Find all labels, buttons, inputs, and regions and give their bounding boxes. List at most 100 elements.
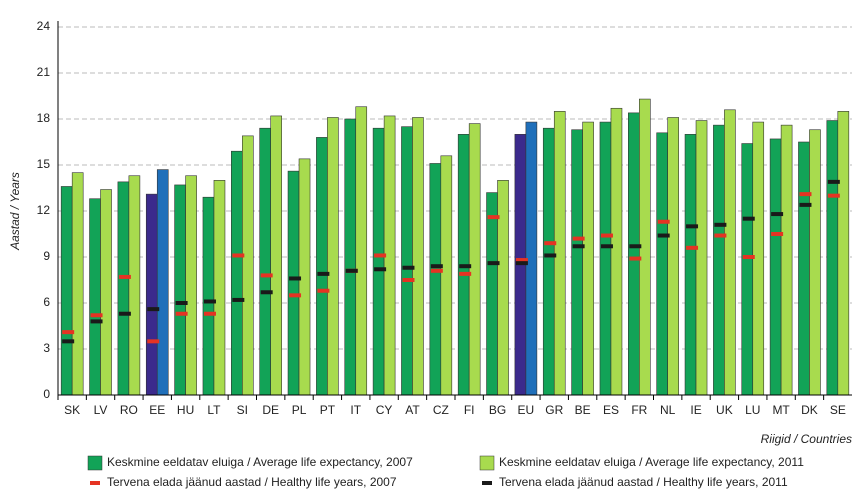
healthy-years-dash — [544, 241, 557, 246]
healthy-years-dash — [799, 202, 812, 207]
y-tick-label: 21 — [37, 65, 51, 79]
healthy-years-dash — [771, 212, 784, 217]
bar — [497, 180, 509, 396]
x-tick-label: PL — [292, 403, 307, 417]
healthy-years-dash — [629, 256, 642, 261]
x-tick-label: IE — [690, 403, 701, 417]
x-tick-label: SE — [830, 403, 846, 417]
healthy-years-dash — [118, 311, 131, 316]
x-tick-label: UK — [716, 403, 733, 417]
healthy-years-dash — [515, 261, 528, 266]
y-tick-label: 24 — [37, 19, 51, 33]
healthy-years-dash — [175, 311, 188, 316]
bar — [667, 117, 679, 396]
x-tick-label: IT — [350, 403, 361, 417]
healthy-years-dash — [345, 268, 358, 273]
healthy-years-dash — [487, 261, 500, 266]
x-tick-label: PT — [320, 403, 336, 417]
bar — [89, 198, 101, 396]
x-tick-label: FI — [464, 403, 475, 417]
bar — [156, 169, 169, 396]
bar — [553, 111, 566, 396]
bar — [412, 117, 424, 396]
healthy-years-dash — [90, 319, 103, 324]
legend-swatch — [90, 481, 100, 485]
healthy-years-dash — [742, 216, 755, 221]
y-tick-label: 0 — [43, 387, 50, 401]
x-tick-label: ES — [603, 403, 619, 417]
healthy-years-dash — [374, 267, 387, 272]
healthy-years-dash — [232, 297, 245, 302]
healthy-years-dash — [799, 192, 812, 197]
y-tick-label: 6 — [43, 295, 50, 309]
bar — [202, 196, 215, 396]
healthy-years-dash — [657, 219, 670, 224]
bar — [486, 192, 498, 396]
healthy-years-dash — [147, 307, 160, 312]
bar — [429, 163, 442, 396]
healthy-years-dash — [289, 293, 302, 298]
x-tick-label: AT — [405, 403, 420, 417]
x-tick-label: BG — [489, 403, 506, 417]
bar — [259, 127, 271, 396]
healthy-years-dash — [430, 268, 443, 273]
bar — [468, 123, 481, 396]
bar — [599, 121, 612, 396]
healthy-years-dash — [430, 264, 443, 269]
healthy-years-dash — [600, 233, 613, 238]
healthy-years-dash — [289, 276, 302, 281]
healthy-years-dash — [572, 236, 585, 241]
x-tick-label: DE — [262, 403, 279, 417]
bar — [724, 109, 736, 396]
x-tick-label: CY — [376, 403, 393, 417]
bar — [71, 172, 84, 396]
x-tick-label: RO — [120, 403, 138, 417]
bar — [741, 143, 754, 396]
healthy-years-dash — [572, 244, 585, 249]
healthy-years-dash — [515, 258, 528, 263]
bar — [174, 184, 186, 396]
healthy-years-dash — [402, 278, 415, 282]
bar — [826, 120, 839, 396]
healthy-years-dash — [657, 233, 670, 238]
x-tick-label: CZ — [433, 403, 449, 417]
healthy-years-dash — [260, 273, 273, 278]
bar — [656, 132, 668, 396]
x-tick-label: LT — [207, 403, 221, 417]
healthy-years-dash — [771, 232, 784, 236]
x-tick-label: BE — [575, 403, 591, 417]
x-tick-label: SI — [237, 403, 248, 417]
healthy-years-dash — [203, 299, 216, 304]
healthy-years-dash — [827, 193, 840, 198]
healthy-years-dash — [827, 179, 840, 184]
bar — [780, 124, 793, 396]
healthy-years-dash — [600, 244, 613, 249]
legend-swatch — [479, 455, 495, 471]
bar — [401, 126, 413, 396]
y-tick-label: 9 — [43, 249, 50, 263]
healthy-years-dash — [175, 301, 188, 305]
bar — [100, 189, 112, 396]
x-tick-label: EE — [149, 403, 165, 417]
legend-swatch — [87, 455, 103, 471]
healthy-years-dash — [118, 274, 131, 279]
bar — [128, 175, 141, 396]
legend-label: Tervena elada jäänud aastad / Healthy li… — [499, 475, 788, 489]
healthy-years-dash — [544, 253, 557, 258]
healthy-years-dash — [487, 215, 500, 220]
bar — [582, 121, 594, 396]
healthy-years-dash — [714, 222, 727, 227]
x-tick-label: LU — [745, 403, 760, 417]
bar — [610, 107, 623, 396]
bar — [242, 135, 254, 396]
bar — [316, 137, 328, 396]
bar — [287, 170, 300, 396]
bar — [327, 117, 339, 396]
bar — [713, 124, 725, 396]
bar — [440, 155, 453, 396]
bar — [60, 186, 73, 396]
healthy-years-dash — [317, 288, 330, 293]
legend-label: Tervena elada jäänud aastad / Healthy li… — [107, 475, 397, 489]
x-tick-label: FR — [631, 403, 647, 417]
